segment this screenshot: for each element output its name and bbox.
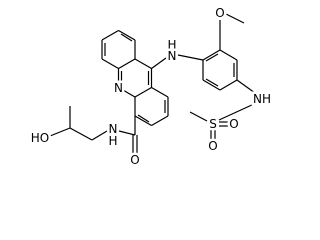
atom-label: O [229,117,238,131]
atom-label: NH [253,92,271,106]
bonds [49,12,256,153]
atom-label: N [109,122,118,136]
atom-labels: N H N O NH S O O N H O HO [28,4,273,170]
atom-label: O [208,139,217,153]
atom-label: H [167,38,176,52]
atom-label: O [130,153,139,167]
atom-label: S [209,117,217,131]
structure-diagram: N H N O NH S O O N H O HO [28,4,273,170]
atom-label: O [215,6,224,20]
atom-label: HO [31,131,49,145]
atom-label: H [108,134,117,148]
atom-label: N [114,81,123,95]
atom-label: N [168,49,177,63]
